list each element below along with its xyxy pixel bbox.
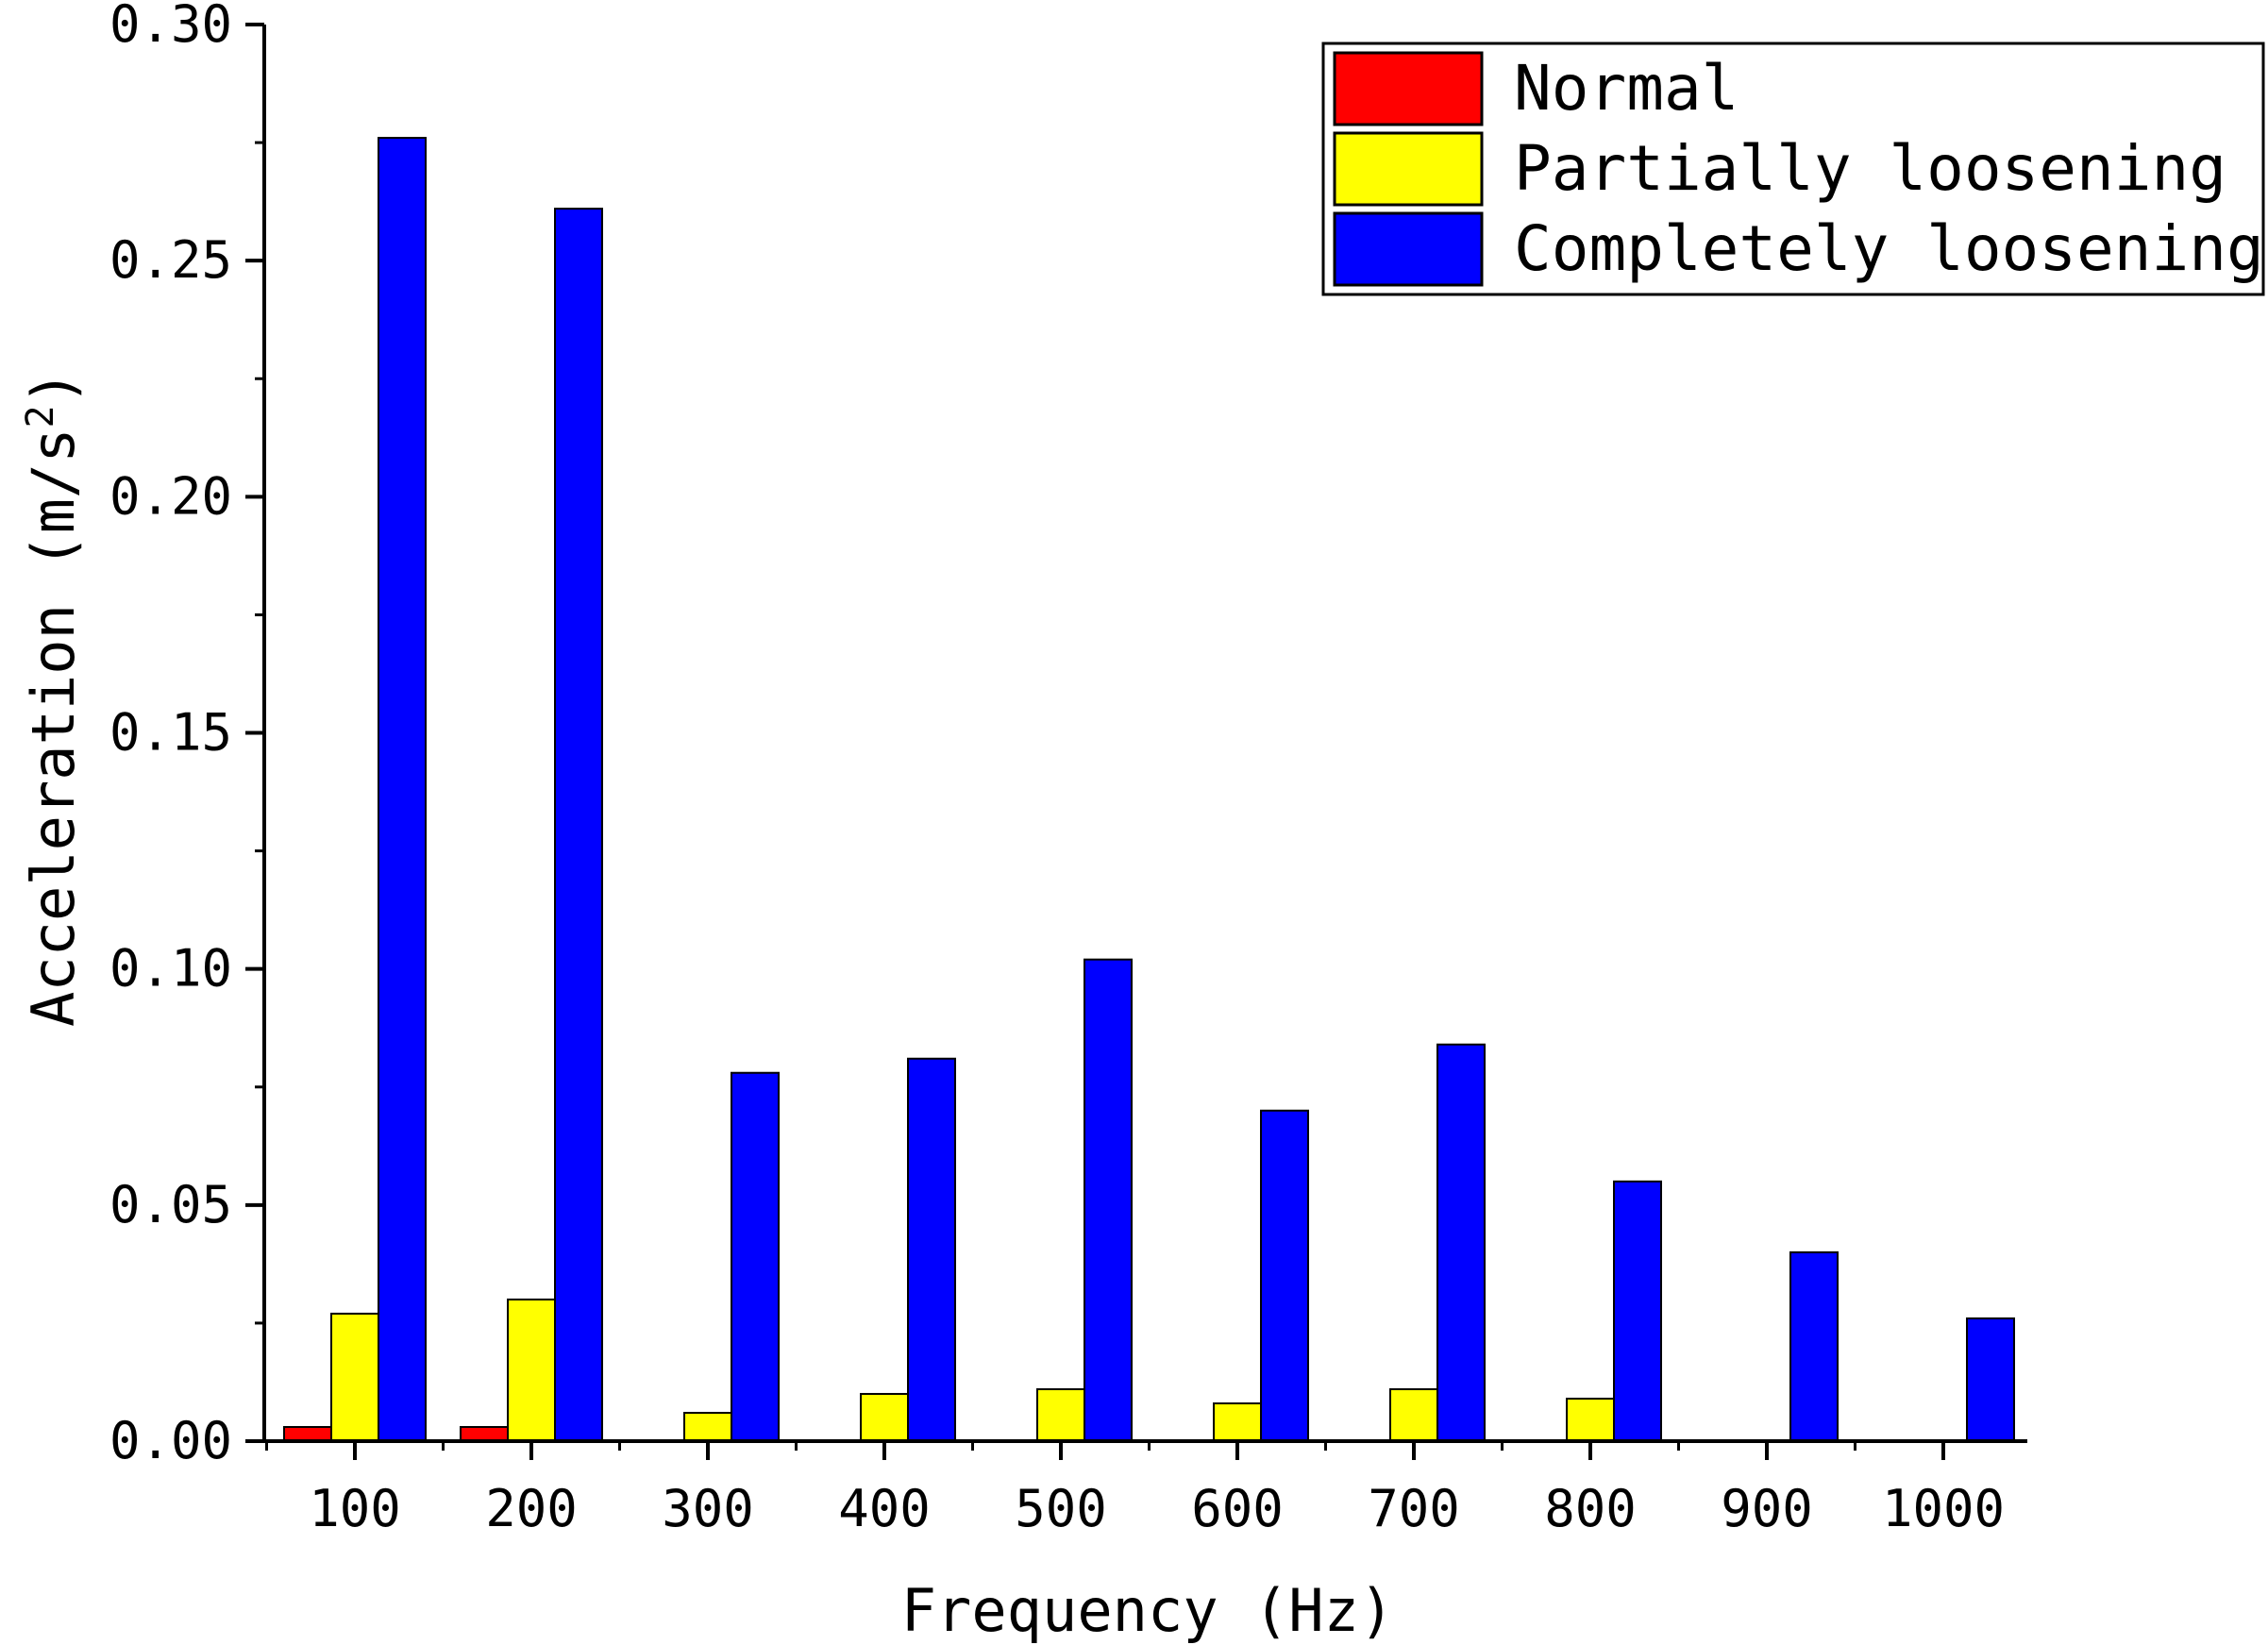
- x-tick-label: 300: [662, 1479, 754, 1538]
- x-tick-label: 100: [309, 1479, 401, 1538]
- y-axis-title-superscript: 2: [19, 405, 62, 428]
- bars-group: [283, 137, 2015, 1443]
- y-tick-label: 0.00: [109, 1411, 232, 1470]
- x-tick-label: 1000: [1882, 1479, 2005, 1538]
- bar-completely-loosening-800: [1613, 1180, 1662, 1442]
- bar-completely-loosening-600: [1260, 1109, 1309, 1443]
- y-tick-label: 0.15: [109, 703, 232, 763]
- legend-swatch-normal: [1333, 51, 1484, 126]
- bar-normal-200: [460, 1425, 509, 1442]
- bar-completely-loosening-200: [554, 208, 603, 1442]
- bar-partially-loosening-200: [507, 1298, 556, 1443]
- y-ticks-group: 0.00 0.05 0.10 0.15 0.20 0.25 0.30: [109, 0, 264, 1470]
- bar-completely-loosening-1000: [1966, 1317, 2015, 1442]
- y-axis-title-main: Acceleration (m/s: [19, 428, 88, 1027]
- y-tick-label: 0.30: [109, 0, 232, 54]
- bar-normal-100: [283, 1425, 332, 1442]
- x-tick-label: 600: [1191, 1479, 1284, 1538]
- x-tick-label: 800: [1544, 1479, 1637, 1538]
- y-tick-label: 0.25: [109, 230, 232, 290]
- legend-label: Partially loosening: [1514, 132, 2226, 205]
- bar-completely-loosening-900: [1789, 1251, 1839, 1443]
- y-tick-label: 0.05: [109, 1175, 232, 1234]
- bar-partially-loosening-700: [1389, 1387, 1438, 1443]
- legend-label: Normal: [1514, 52, 1739, 125]
- y-axis-title-suffix: ): [19, 370, 88, 405]
- x-tick-label: 400: [838, 1479, 931, 1538]
- bar-partially-loosening-300: [683, 1411, 732, 1442]
- x-tick-label: 700: [1368, 1479, 1460, 1538]
- bar-partially-loosening-800: [1566, 1397, 1615, 1442]
- bar-completely-loosening-400: [907, 1057, 956, 1442]
- bar-completely-loosening-700: [1436, 1043, 1486, 1442]
- bar-partially-loosening-600: [1213, 1402, 1262, 1443]
- bar-completely-loosening-100: [378, 137, 427, 1443]
- y-tick-label: 0.10: [109, 939, 232, 999]
- legend-swatch-completely-loosening: [1333, 211, 1484, 287]
- bar-completely-loosening-500: [1084, 958, 1133, 1442]
- x-tick-label: 200: [485, 1479, 578, 1538]
- bar-partially-loosening-400: [860, 1392, 909, 1443]
- legend-label: Completely loosening: [1514, 212, 2264, 285]
- bar-partially-loosening-100: [330, 1312, 379, 1443]
- y-axis-title: Acceleration (m/s2): [19, 370, 88, 1027]
- x-tick-label: 500: [1015, 1479, 1107, 1538]
- y-tick-label: 0.20: [109, 466, 232, 526]
- x-ticks-group: 100 200 300 400 500 600 700 800 900 1000: [265, 1441, 2005, 1538]
- legend-swatch-partially-loosening: [1333, 131, 1484, 207]
- x-tick-label: 900: [1721, 1479, 1813, 1538]
- bar-completely-loosening-300: [731, 1071, 780, 1442]
- x-axis-title: Frequency (Hz): [901, 1576, 1395, 1645]
- bar-partially-loosening-500: [1036, 1387, 1085, 1443]
